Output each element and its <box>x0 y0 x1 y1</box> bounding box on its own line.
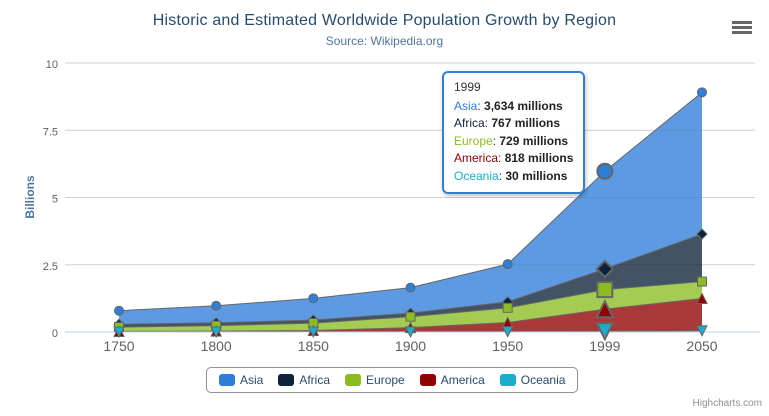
marker-circle[interactable] <box>308 293 319 304</box>
x-axis-label: 1900 <box>395 338 426 354</box>
y-axis-label: 7.5 <box>43 126 58 138</box>
legend-swatch <box>278 374 295 386</box>
x-axis-label: 1999 <box>589 338 620 354</box>
tooltip-header: 1999 <box>454 80 481 94</box>
legend-label: Africa <box>299 373 331 387</box>
tooltip-row-oceania: Oceania: 30 millions <box>454 168 568 183</box>
tooltip-series-value: 767 millions <box>488 116 561 130</box>
marker-square[interactable] <box>697 276 708 287</box>
x-axis-label: 1800 <box>201 338 232 354</box>
tooltip-series-value: 30 millions <box>502 168 568 183</box>
marker-triangle-down[interactable] <box>307 326 320 339</box>
y-axis-label: 5 <box>52 194 58 206</box>
legend-swatch <box>419 374 436 386</box>
marker-diamond[interactable] <box>595 259 615 279</box>
marker-triangle-down[interactable] <box>696 325 708 337</box>
y-axis-label: 10 <box>46 59 58 71</box>
y-axis-title: Billions <box>23 175 37 219</box>
legend-swatch <box>345 374 362 386</box>
tooltip-row-europe: Europe: 729 millions <box>454 133 569 148</box>
marker-triangle-down[interactable] <box>404 326 417 338</box>
legend-item-oceania[interactable]: Oceania <box>499 373 566 387</box>
legend: Asia Africa Europe America Oceania <box>206 367 579 393</box>
legend-label: Asia <box>240 373 264 387</box>
chart-title: Historic and Estimated Worldwide Populat… <box>152 12 617 29</box>
marker-circle[interactable] <box>596 162 614 180</box>
tooltip-row-asia: Asia: 3,634 millions <box>454 98 563 113</box>
tooltip-series-value: 729 millions <box>496 133 569 148</box>
tooltip-series-label: Oceania <box>454 168 499 183</box>
tooltip-series-label: Africa <box>454 116 485 130</box>
legend-swatch <box>219 374 235 386</box>
area-america[interactable] <box>119 298 703 332</box>
legend-label: America <box>440 373 485 387</box>
tooltip: 1999 Asia: 3,634 millions Africa: 767 mil… <box>442 71 586 194</box>
marker-circle[interactable] <box>405 282 416 293</box>
tooltip-series-value: 3,634 millions <box>480 98 563 113</box>
tooltip-series-value: 818 millions <box>501 151 574 165</box>
hamburger-icon <box>732 21 752 24</box>
legend-item-africa[interactable]: Africa <box>278 373 330 387</box>
marker-square[interactable] <box>596 281 614 299</box>
x-axis-label: 1750 <box>103 338 134 354</box>
marker-circle[interactable] <box>697 87 708 98</box>
y-axis-label: 2.5 <box>43 261 58 273</box>
marker-triangle-down[interactable] <box>210 326 222 339</box>
legend-label: Oceania <box>520 373 566 387</box>
tooltip-row-africa: Africa: 767 millions <box>454 116 561 130</box>
marker-triangle-down[interactable] <box>501 326 514 338</box>
marker-triangle-down[interactable] <box>113 326 125 339</box>
marker-triangle-up[interactable] <box>595 298 615 319</box>
area-asia[interactable] <box>119 92 703 325</box>
credits-link[interactable]: Highcharts.com <box>692 398 762 409</box>
marker-square[interactable] <box>502 302 513 313</box>
marker-square[interactable] <box>405 311 416 322</box>
legend-swatch <box>499 374 516 386</box>
marker-triangle-up[interactable] <box>696 292 708 304</box>
area-africa[interactable] <box>119 234 703 328</box>
marker-circle[interactable] <box>502 259 513 270</box>
chart-subtitle: Source: Wikipedia.org <box>325 34 444 48</box>
legend-label: Europe <box>366 373 405 387</box>
tooltip-series-label: Europe <box>454 133 493 148</box>
context-menu-button[interactable] <box>732 21 752 34</box>
y-axis-label: 0 <box>52 328 58 340</box>
x-axis-label: 2050 <box>686 338 717 354</box>
tooltip-row-america: America: 818 millions <box>454 151 574 165</box>
marker-circle[interactable] <box>211 300 222 311</box>
legend-item-america[interactable]: America <box>419 373 485 387</box>
legend-item-asia[interactable]: Asia <box>219 373 263 387</box>
x-axis-label: 1950 <box>492 338 523 354</box>
tooltip-series-label: Asia <box>454 98 478 113</box>
marker-triangle-down[interactable] <box>595 322 615 342</box>
marker-diamond[interactable] <box>696 228 708 240</box>
legend-item-europe[interactable]: Europe <box>345 373 405 387</box>
marker-circle[interactable] <box>114 305 124 316</box>
x-axis-label: 1850 <box>298 338 329 354</box>
tooltip-series-label: America <box>454 151 499 165</box>
